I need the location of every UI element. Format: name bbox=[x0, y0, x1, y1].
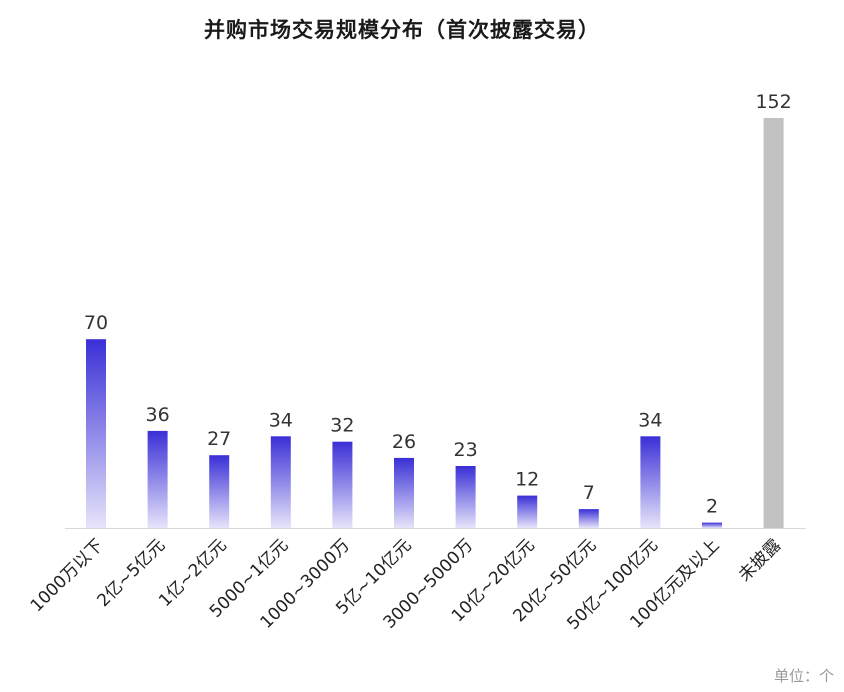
x-tick-label-0: 1000万以下 bbox=[27, 535, 108, 616]
value-label-4: 32 bbox=[330, 415, 354, 437]
bar-0 bbox=[86, 339, 106, 528]
value-label-1: 36 bbox=[146, 404, 170, 426]
bar-11 bbox=[763, 118, 784, 528]
value-label-3: 34 bbox=[269, 409, 293, 431]
bar-7 bbox=[517, 495, 538, 528]
value-label-0: 70 bbox=[84, 312, 108, 334]
value-label-9: 34 bbox=[638, 409, 662, 431]
value-label-11: 152 bbox=[755, 91, 791, 113]
value-label-2: 27 bbox=[207, 428, 231, 450]
bar-4 bbox=[332, 441, 353, 528]
bar-5 bbox=[394, 457, 414, 528]
bar-2 bbox=[209, 455, 230, 528]
bar-6 bbox=[455, 466, 476, 528]
value-label-10: 2 bbox=[706, 496, 718, 518]
x-tick-label-11: 未披露 bbox=[735, 535, 785, 585]
bar-8 bbox=[578, 509, 599, 528]
unit-note: 单位：个 bbox=[773, 667, 834, 685]
bar-9 bbox=[640, 436, 661, 528]
value-label-7: 12 bbox=[515, 469, 539, 491]
bar-3 bbox=[270, 436, 291, 528]
value-label-8: 7 bbox=[583, 482, 595, 504]
value-label-5: 26 bbox=[392, 431, 416, 453]
bar-1 bbox=[147, 430, 168, 528]
bar-10 bbox=[702, 522, 722, 528]
chart-title: 并购市场交易规模分布（首次披露交易） bbox=[204, 18, 600, 42]
value-label-6: 23 bbox=[454, 439, 478, 461]
